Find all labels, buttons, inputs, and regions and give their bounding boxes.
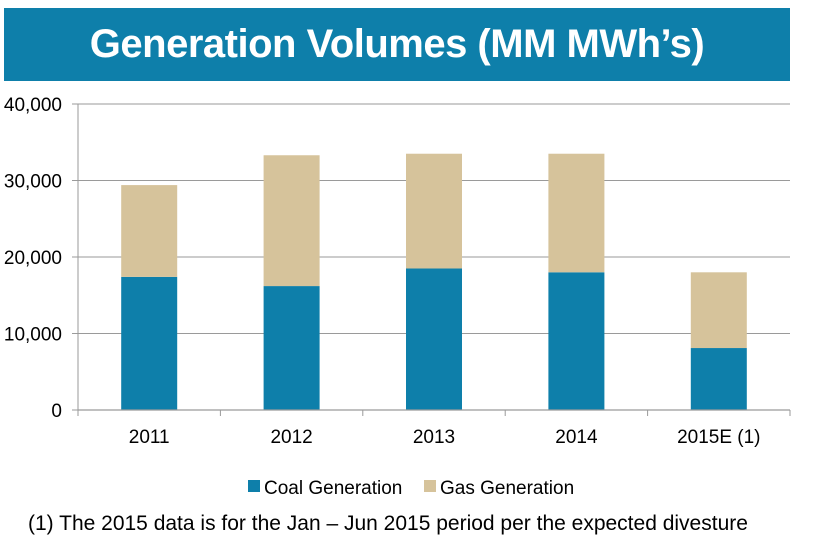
legend-swatch-gas: [424, 480, 436, 492]
legend-swatch-coal: [248, 480, 260, 492]
bar-coal-2011: [121, 276, 178, 410]
y-tick-label: 40,000: [4, 95, 62, 116]
bars: [121, 153, 747, 410]
axes: 0 10,000 20,000 30,000 40,000 2011 2012 2013 201…: [4, 95, 791, 448]
x-tick-label: 2013: [413, 427, 455, 448]
legend-label-coal: Coal Generation: [264, 478, 402, 499]
x-tick-label: 2012: [270, 427, 312, 448]
bar-coal-2013: [406, 268, 462, 410]
chart-title: Generation Volumes (MM MWh’s): [89, 22, 705, 66]
title-banner: Generation Volumes (MM MWh’s): [4, 8, 790, 81]
legend: Coal Generation Gas Generation: [248, 478, 574, 499]
y-tick-label: 0: [51, 401, 62, 422]
bar-coal-2014: [548, 272, 605, 410]
footnote: (1) The 2015 data is for the Jan – Jun 2…: [28, 512, 748, 535]
legend-label-gas: Gas Generation: [440, 478, 574, 499]
x-tick-label: 2014: [555, 427, 598, 448]
bar-gas-2013: [406, 153, 462, 269]
bar-coal-2015E1: [690, 348, 747, 410]
y-tick-label: 10,000: [4, 325, 62, 346]
bar-gas-2014: [548, 153, 605, 273]
y-tick-label: 30,000: [4, 172, 62, 193]
x-tick-label: 2011: [129, 427, 170, 448]
bar-gas-2011: [121, 185, 178, 277]
bar-gas-2015E1: [690, 272, 747, 349]
x-tick-label: 2015E (1): [677, 427, 760, 448]
bar-gas-2012: [263, 155, 320, 287]
bar-chart: 0 10,000 20,000 30,000 40,000 2011 2012 2013 201…: [4, 95, 791, 499]
bar-coal-2012: [263, 286, 320, 410]
y-tick-label: 20,000: [4, 248, 62, 269]
